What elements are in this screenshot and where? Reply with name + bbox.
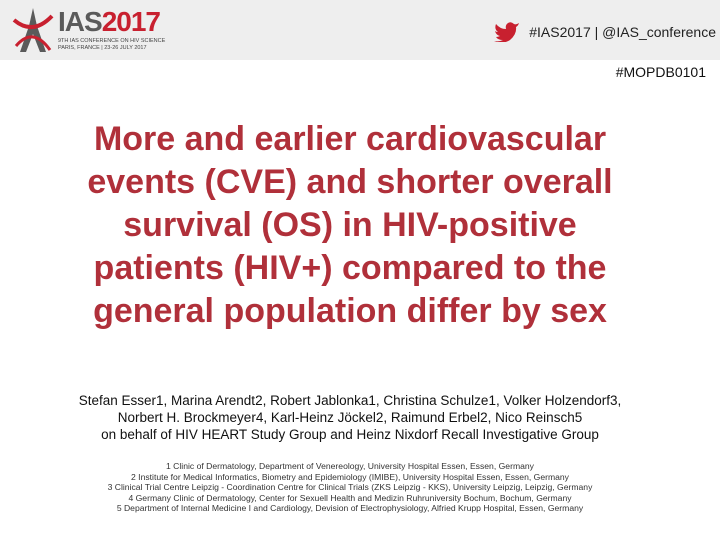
logo-subtitle: 9TH IAS CONFERENCE ON HIV SCIENCE PARIS,… xyxy=(58,38,165,52)
author-line: Norbert H. Brockmeyer4, Karl-Heinz Jöcke… xyxy=(117,410,583,425)
title-line: More and earlier cardiovascular xyxy=(93,120,607,158)
authors: Stefan Esser1, Marina Arendt2, Robert Ja… xyxy=(0,392,700,443)
author-line: Stefan Esser1, Marina Arendt2, Robert Ja… xyxy=(78,393,622,408)
logo-subtitle-line: 9TH IAS CONFERENCE ON HIV SCIENCE xyxy=(58,38,166,44)
logo-year: 2017 xyxy=(101,6,161,37)
logo-subtitle-line: PARIS, FRANCE | 23-26 JULY 2017 xyxy=(58,45,147,51)
social-handle: #IAS2017 | @IAS_conference xyxy=(529,24,716,40)
title: More and earlier cardiovascular events (… xyxy=(0,118,700,333)
affiliation-line: 1 Clinic of Dermatology, Department of V… xyxy=(166,461,534,471)
twitter-icon xyxy=(494,22,519,42)
header-band xyxy=(0,0,720,60)
affiliation-line: 4 Germany Clinic of Dermatology, Center … xyxy=(128,492,572,503)
affiliation-line: 5 Department of Internal Medicine I and … xyxy=(116,503,584,513)
logo-icon xyxy=(12,8,54,52)
affiliation-line: 2 Institute for Medical Informatics, Bio… xyxy=(131,471,569,482)
session-code: #MOPDB0101 xyxy=(615,64,706,80)
title-line: general population differ by sex xyxy=(93,292,607,330)
title-line: events (CVE) and shorter overall xyxy=(87,163,613,201)
affiliations: 1 Clinic of Dermatology, Department of V… xyxy=(0,461,700,514)
title-line: patients (HIV+) compared to the xyxy=(93,249,607,287)
title-line: survival (OS) in HIV-positive xyxy=(123,206,577,244)
logo: IAS2017 xyxy=(58,6,161,38)
author-line: on behalf of HIV HEART Study Group and H… xyxy=(101,427,599,442)
logo-name: IAS xyxy=(58,6,103,37)
affiliation-line: 3 Clinical Trial Centre Leipzig - Coordi… xyxy=(107,482,593,492)
